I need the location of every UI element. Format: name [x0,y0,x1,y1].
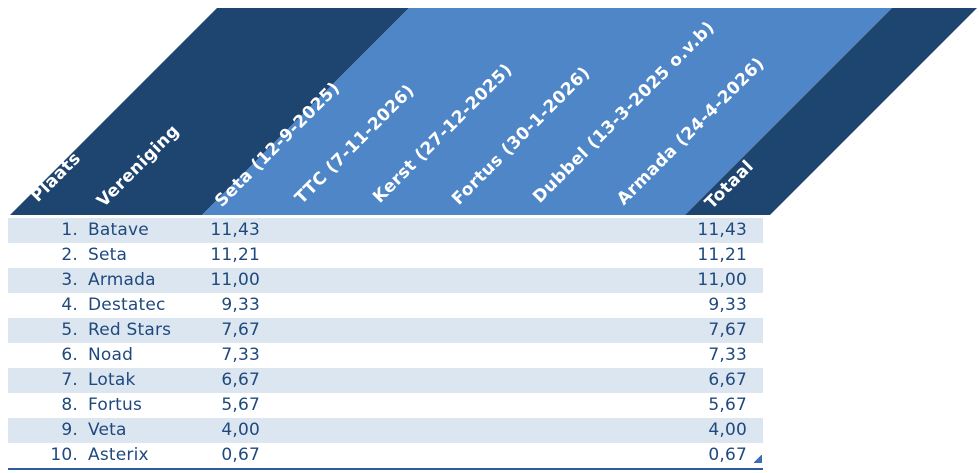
cell-kerst[interactable] [342,368,420,393]
cell-dubbel[interactable] [502,268,580,293]
table-row: 10. Asterix 0,67 0,67 [8,443,763,468]
cell-kerst[interactable] [342,318,420,343]
cell-totaal[interactable]: 7,67 [708,320,747,340]
cell-ttc[interactable] [262,218,340,243]
cell-ttc[interactable] [262,443,340,468]
table-header: Plaats Vereniging Seta (12-9-2025) TTC (7-1… [0,0,979,215]
cell-dubbel[interactable] [502,343,580,368]
cell-seta[interactable]: 7,33 [221,345,260,365]
cell-vereniging[interactable]: Destatec [88,295,166,315]
cell-plaats[interactable]: 1. [61,220,78,240]
cell-dubbel[interactable] [502,218,580,243]
table-row: 9. Veta 4,00 4,00 [8,418,763,443]
cell-plaats[interactable]: 7. [61,370,78,390]
cell-totaal[interactable]: 11,43 [697,220,747,240]
cell-kerst[interactable] [342,293,420,318]
table-row: 6. Noad 7,33 7,33 [8,343,763,368]
cell-totaal[interactable]: 0,67 [708,445,747,465]
cell-fortus[interactable] [422,418,500,443]
cell-ttc[interactable] [262,243,340,268]
cell-vereniging[interactable]: Seta [88,245,128,265]
cell-vereniging[interactable]: Red Stars [88,320,172,340]
cell-vereniging[interactable]: Armada [88,270,156,290]
cell-dubbel[interactable] [502,318,580,343]
cell-seta[interactable]: 11,00 [210,270,260,290]
fill-handle[interactable] [754,455,762,463]
cell-ttc[interactable] [262,418,340,443]
cell-plaats[interactable]: 9. [61,420,78,440]
cell-totaal[interactable]: 4,00 [708,420,747,440]
cell-kerst[interactable] [342,243,420,268]
cell-fortus[interactable] [422,393,500,418]
cell-kerst[interactable] [342,418,420,443]
cell-plaats[interactable]: 2. [61,245,78,265]
table-row: 8. Fortus 5,67 5,67 [8,393,763,418]
cell-vereniging[interactable]: Veta [88,420,127,440]
cell-totaal[interactable]: 6,67 [708,370,747,390]
cell-dubbel[interactable] [502,368,580,393]
table-row: 5. Red Stars 7,67 7,67 [8,318,763,343]
table-row: 4. Destatec 9,33 9,33 [8,293,763,318]
cell-fortus[interactable] [422,218,500,243]
cell-dubbel[interactable] [502,418,580,443]
cell-kerst[interactable] [342,218,420,243]
cell-kerst[interactable] [342,393,420,418]
cell-ttc[interactable] [262,318,340,343]
cell-seta[interactable]: 0,67 [221,445,260,465]
table-row: 1. Batave 11,43 11,43 [8,218,763,243]
cell-seta[interactable]: 11,43 [210,220,260,240]
cell-kerst[interactable] [342,443,420,468]
cell-totaal[interactable]: 5,67 [708,395,747,415]
cell-fortus[interactable] [422,443,500,468]
table-body: 1. Batave 11,43 11,43 2. Seta 11,21 11,21 3. Arma… [8,218,763,470]
cell-seta[interactable]: 5,67 [221,395,260,415]
cell-fortus[interactable] [422,343,500,368]
cell-vereniging[interactable]: Noad [88,345,134,365]
cell-kerst[interactable] [342,343,420,368]
cell-plaats[interactable]: 3. [61,270,78,290]
cell-dubbel[interactable] [502,243,580,268]
cell-fortus[interactable] [422,318,500,343]
cell-seta[interactable]: 9,33 [221,295,260,315]
cell-seta[interactable]: 7,67 [221,320,260,340]
table-row: 2. Seta 11,21 11,21 [8,243,763,268]
cell-totaal[interactable]: 11,00 [697,270,747,290]
cell-totaal[interactable]: 11,21 [697,245,747,265]
cell-fortus[interactable] [422,243,500,268]
cell-plaats[interactable]: 4. [61,295,78,315]
cell-dubbel[interactable] [502,443,580,468]
cell-vereniging[interactable]: Fortus [88,395,143,415]
cell-ttc[interactable] [262,293,340,318]
cell-fortus[interactable] [422,293,500,318]
cell-vereniging[interactable]: Lotak [88,370,136,390]
cell-dubbel[interactable] [502,293,580,318]
cell-ttc[interactable] [262,268,340,293]
cell-vereniging[interactable]: Batave [88,220,149,240]
cell-fortus[interactable] [422,368,500,393]
cell-seta[interactable]: 11,21 [210,245,260,265]
cell-plaats[interactable]: 5. [61,320,78,340]
cell-plaats[interactable]: 10. [50,445,78,465]
cell-dubbel[interactable] [502,393,580,418]
cell-totaal[interactable]: 9,33 [708,295,747,315]
cell-plaats[interactable]: 6. [61,345,78,365]
cell-seta[interactable]: 4,00 [221,420,260,440]
cell-kerst[interactable] [342,268,420,293]
table-row: 3. Armada 11,00 11,00 [8,268,763,293]
cell-plaats[interactable]: 8. [61,395,78,415]
cell-vereniging[interactable]: Asterix [88,445,149,465]
cell-ttc[interactable] [262,393,340,418]
cell-ttc[interactable] [262,368,340,393]
table-row: 7. Lotak 6,67 6,67 [8,368,763,393]
cell-ttc[interactable] [262,343,340,368]
cell-fortus[interactable] [422,268,500,293]
cell-seta[interactable]: 6,67 [221,370,260,390]
cell-totaal[interactable]: 7,33 [708,345,747,365]
